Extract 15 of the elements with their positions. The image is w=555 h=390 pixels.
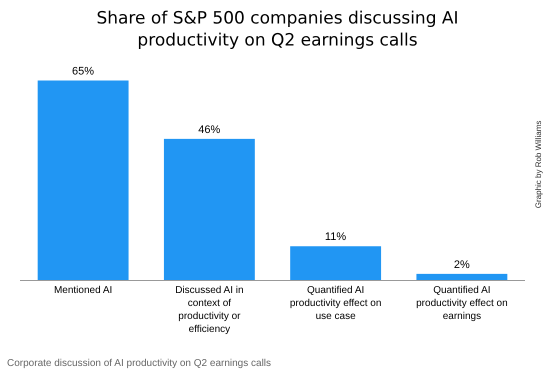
data-label: 2%	[454, 258, 470, 271]
bar	[38, 80, 129, 280]
text: Graphic by Rob Williams	[534, 120, 544, 208]
x-tick-label: Mentioned AI	[54, 285, 112, 296]
x-tick-label: Quantified AI productivity effect on earnings	[416, 285, 508, 322]
x-tick-label: Quantified AI productivity effect on use case	[290, 285, 382, 322]
bar	[164, 138, 255, 280]
text: Corporate discussion of AI productivity on Q2 earnings calls	[7, 358, 272, 369]
data-label: 46%	[198, 124, 220, 136]
bar	[290, 246, 382, 280]
data-label: 11%	[324, 231, 346, 244]
chart-title: Share of S&P 500 companies discussing AI productivity on Q2 earnings calls	[96, 8, 459, 50]
data-label: 65%	[72, 66, 94, 78]
bar	[416, 274, 508, 280]
x-tick-label: Discussed AI in context of productivity or efficiency	[175, 285, 244, 335]
